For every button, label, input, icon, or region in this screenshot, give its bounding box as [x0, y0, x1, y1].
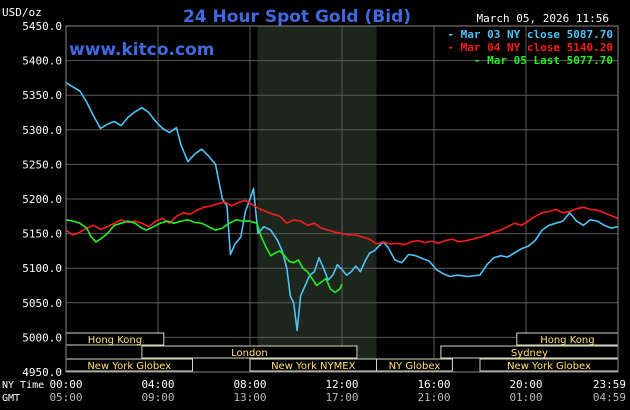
x-tick-label-gmt: 13:00 — [233, 391, 266, 404]
x-tick-label-ny: 12:00 — [325, 378, 358, 391]
session-label: Hong Kong — [88, 335, 142, 346]
y-tick-label: 5350.0 — [22, 89, 62, 102]
series-line — [65, 199, 619, 246]
y-tick-label: 5250.0 — [22, 158, 62, 171]
x-tick-label-ny: 23:59 — [593, 378, 626, 391]
x-tick-label-gmt: 09:00 — [141, 391, 174, 404]
x-tick-label-gmt: 01:00 — [509, 391, 542, 404]
y-tick-label: 5000.0 — [22, 331, 62, 344]
x-tick-label-gmt: 04:59 — [593, 391, 626, 404]
y-tick-label: 5300.0 — [22, 124, 62, 137]
legend-entry: - Mar 03 NY close 5087.70 — [447, 28, 613, 41]
y-tick-label: 5400.0 — [22, 55, 62, 68]
x-tick-label-gmt: 17:00 — [325, 391, 358, 404]
session-label: Hong Kong — [540, 335, 594, 346]
x-tick-label-ny: 04:00 — [141, 378, 174, 391]
session-label: New York NYMEX — [271, 361, 356, 372]
gmt-label: GMT — [2, 393, 20, 404]
plot-border — [65, 25, 619, 373]
series-line — [65, 82, 619, 332]
session-label: New York Globex — [87, 361, 171, 372]
y-tick-labels: 5450.0 5400.0 5350.0 5300.0 5250.0 5200.0 5150… — [22, 20, 62, 379]
y-tick-label: 5050.0 — [22, 297, 62, 310]
watermark-url[interactable]: www.kitco.com — [69, 40, 214, 60]
session-label: Sydney — [511, 348, 548, 359]
legend-entry: - Mar 05 Last 5077.70 — [474, 54, 613, 67]
session-label: NY Globex — [389, 361, 441, 372]
chart-title: 24 Hour Spot Gold (Bid) — [183, 7, 411, 27]
timestamp: March 05, 2026 11:56 — [477, 12, 609, 25]
ny-time-label: NY Time — [2, 380, 44, 391]
y-tick-label: 5450.0 — [22, 20, 62, 33]
y-tick-label: 4950.0 — [22, 366, 62, 379]
session-label: London — [231, 348, 268, 359]
x-tick-labels: 00:00 04:00 08:00 12:00 16:00 20:00 23:59 05:00… — [49, 378, 626, 404]
session-box — [376, 358, 453, 372]
x-tick-label-ny: 20:00 — [509, 378, 542, 391]
x-tick-label-gmt: 05:00 — [49, 391, 82, 404]
x-tick-label-ny: 08:00 — [233, 378, 266, 391]
y-tick-label: 5100.0 — [22, 262, 62, 275]
price-lines — [65, 82, 619, 332]
legend-entry: - Mar 04 NY close 5140.20 — [447, 41, 613, 54]
session-box — [141, 345, 358, 359]
x-tick-label-gmt: 21:00 — [417, 391, 450, 404]
x-tick-label-ny: 00:00 — [49, 378, 82, 391]
trading-sessions: Hong Kong Hong Kong London Sydney New York G… — [65, 332, 619, 372]
y-axis-label: USD/oz — [2, 6, 42, 19]
y-tick-label: 5150.0 — [22, 228, 62, 241]
legend: - Mar 03 NY close 5087.70- Mar 04 NY clo… — [447, 28, 613, 67]
x-tick-label-ny: 16:00 — [417, 378, 450, 391]
session-label: New York Globex — [507, 361, 591, 372]
y-tick-label: 5200.0 — [22, 193, 62, 206]
series-line — [65, 219, 343, 294]
